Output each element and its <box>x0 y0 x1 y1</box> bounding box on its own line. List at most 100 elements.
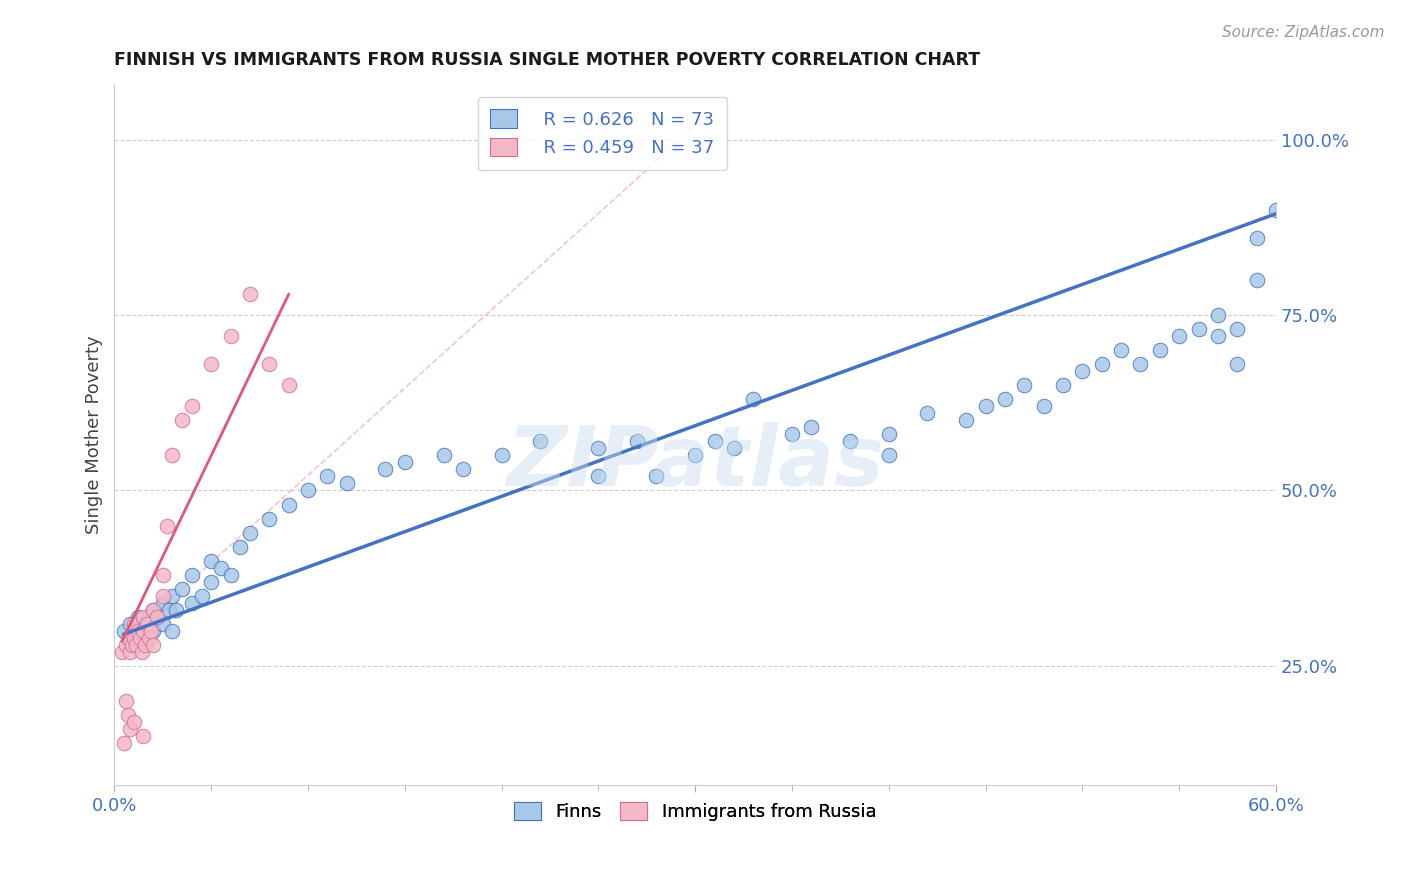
Point <box>1052 378 1074 392</box>
Point <box>219 329 242 343</box>
Point <box>142 624 165 638</box>
Point <box>138 609 160 624</box>
Point <box>180 596 202 610</box>
Point <box>131 645 153 659</box>
Point <box>1032 400 1054 414</box>
Point <box>131 624 153 638</box>
Text: FINNISH VS IMMIGRANTS FROM RUSSIA SINGLE MOTHER POVERTY CORRELATION CHART: FINNISH VS IMMIGRANTS FROM RUSSIA SINGLE… <box>114 51 980 69</box>
Point <box>259 511 281 525</box>
Point <box>134 638 156 652</box>
Point <box>1246 273 1268 287</box>
Point <box>1187 322 1209 336</box>
Point <box>394 455 416 469</box>
Point <box>172 582 194 596</box>
Point <box>723 442 745 456</box>
Point <box>277 498 299 512</box>
Point <box>374 462 396 476</box>
Point <box>529 434 551 449</box>
Point <box>172 413 194 427</box>
Point <box>626 434 648 449</box>
Point <box>1226 357 1249 371</box>
Point <box>1168 329 1191 343</box>
Point <box>152 567 174 582</box>
Point <box>955 413 977 427</box>
Point <box>1149 343 1171 358</box>
Point <box>703 434 725 449</box>
Point <box>645 469 668 483</box>
Point <box>180 567 202 582</box>
Point <box>200 553 222 567</box>
Point <box>316 469 339 483</box>
Point <box>122 616 145 631</box>
Point <box>111 645 134 659</box>
Y-axis label: Single Mother Poverty: Single Mother Poverty <box>86 335 103 533</box>
Point <box>800 420 823 434</box>
Point <box>239 287 262 301</box>
Point <box>1246 231 1268 245</box>
Point <box>974 400 997 414</box>
Point <box>156 518 179 533</box>
Point <box>209 560 232 574</box>
Point <box>742 392 765 407</box>
Point <box>229 540 252 554</box>
Point <box>1226 322 1249 336</box>
Point <box>117 707 139 722</box>
Point <box>136 616 159 631</box>
Point <box>118 645 141 659</box>
Point <box>451 462 474 476</box>
Point <box>152 589 174 603</box>
Point <box>118 616 141 631</box>
Point <box>138 631 160 645</box>
Point <box>117 631 139 645</box>
Point <box>917 406 939 420</box>
Text: Source: ZipAtlas.com: Source: ZipAtlas.com <box>1222 25 1385 40</box>
Point <box>115 694 138 708</box>
Point <box>115 638 138 652</box>
Point <box>132 729 155 743</box>
Point <box>877 449 900 463</box>
Point <box>994 392 1017 407</box>
Point <box>127 609 149 624</box>
Point <box>122 631 145 645</box>
Point <box>239 525 262 540</box>
Point <box>122 714 145 729</box>
Point <box>839 434 862 449</box>
Point <box>121 638 143 652</box>
Point <box>780 427 803 442</box>
Point <box>588 469 610 483</box>
Point <box>1206 309 1229 323</box>
Point <box>128 631 150 645</box>
Point <box>112 736 135 750</box>
Point <box>259 357 281 371</box>
Point <box>146 609 169 624</box>
Point <box>1014 378 1036 392</box>
Point <box>132 624 155 638</box>
Text: ZIPatlas: ZIPatlas <box>506 422 884 503</box>
Point <box>132 616 155 631</box>
Point <box>432 449 454 463</box>
Point <box>588 442 610 456</box>
Point <box>1206 329 1229 343</box>
Point <box>180 400 202 414</box>
Point <box>200 574 222 589</box>
Point <box>1091 357 1114 371</box>
Point <box>491 449 513 463</box>
Point <box>190 589 212 603</box>
Point <box>132 609 155 624</box>
Point <box>297 483 319 498</box>
Point <box>219 567 242 582</box>
Point <box>162 589 184 603</box>
Point <box>200 357 222 371</box>
Point <box>122 624 145 638</box>
Point <box>118 722 141 736</box>
Point <box>1071 364 1094 378</box>
Point <box>162 624 184 638</box>
Point <box>136 616 159 631</box>
Point <box>127 624 149 638</box>
Point <box>112 624 135 638</box>
Point <box>683 449 706 463</box>
Point <box>142 638 165 652</box>
Legend: Finns, Immigrants from Russia: Finns, Immigrants from Russia <box>503 791 887 831</box>
Point <box>165 602 187 616</box>
Point <box>152 596 174 610</box>
